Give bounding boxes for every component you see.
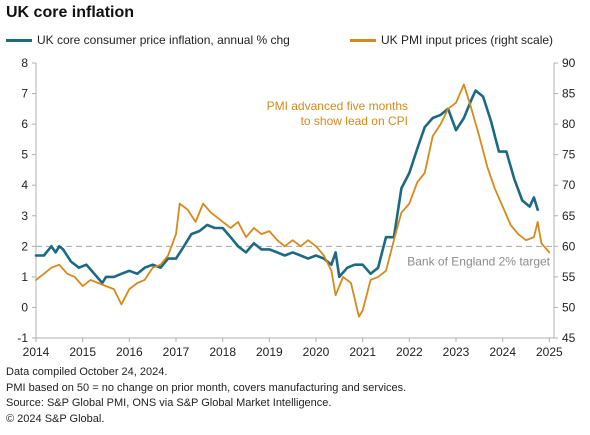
series-line-pmi xyxy=(35,83,551,318)
x-tick-label: 2020 xyxy=(303,345,330,359)
y-right-tick-label: 90 xyxy=(562,56,576,70)
series-line-core-cpi xyxy=(34,89,539,285)
y-left-tick-label: 8 xyxy=(21,56,28,70)
footer-line-copyright: © 2024 S&P Global. xyxy=(6,412,105,425)
legend-label-core-cpi: UK core consumer price inflation, annual… xyxy=(37,33,290,47)
x-tick-label: 2021 xyxy=(349,345,376,359)
x-tick-label: 2023 xyxy=(443,345,470,359)
legend-item-pmi: UK PMI input prices (right scale) xyxy=(350,33,553,47)
x-tick-label: 2015 xyxy=(69,345,96,359)
legend-swatch-core-cpi xyxy=(6,38,32,42)
legend-item-core-cpi: UK core consumer price inflation, annual… xyxy=(6,33,290,47)
footer-notes: Data compiled October 24, 2024. PMI base… xyxy=(6,365,406,427)
y-right-tick-label: 45 xyxy=(562,331,576,345)
y-left-tick-label: 6 xyxy=(21,117,28,131)
x-tick-label: 2016 xyxy=(116,345,143,359)
pmi-lead-annotation-line1: PMI advanced five months xyxy=(267,99,408,113)
y-right-tick-label: 70 xyxy=(562,178,576,192)
y-right-tick-label: 80 xyxy=(562,117,576,131)
legend-swatch-pmi xyxy=(350,38,376,42)
x-tick-label: 2024 xyxy=(489,345,516,359)
x-tick-label: 2022 xyxy=(396,345,423,359)
y-right-tick-label: 55 xyxy=(562,270,576,284)
x-tick-label: 2014 xyxy=(23,345,50,359)
y-left-tick-label: 1 xyxy=(21,270,28,284)
y-left-tick-label: 4 xyxy=(21,178,28,192)
y-left-tick-label: 5 xyxy=(21,148,28,162)
pmi-lead-annotation-line2: to show lead on CPI xyxy=(301,114,408,128)
y-right-tick-label: 65 xyxy=(562,209,576,223)
y-right-tick-label: 75 xyxy=(562,148,576,162)
y-left-tick-label: 2 xyxy=(21,239,28,253)
y-left-tick-label: 7 xyxy=(21,87,28,101)
legend-label-pmi: UK PMI input prices (right scale) xyxy=(381,33,554,47)
legend: UK core consumer price inflation, annual… xyxy=(0,33,590,49)
y-left-tick-label: 0 xyxy=(21,300,28,314)
chart-title: UK core inflation xyxy=(6,4,135,21)
y-right-tick-label: 85 xyxy=(562,87,576,101)
footer-line-compiled: Data compiled October 24, 2024. xyxy=(6,366,168,378)
footer-line-pmi-note: PMI based on 50 = no change on prior mon… xyxy=(6,381,407,394)
y-left-tick-label: -1 xyxy=(17,331,28,345)
target-line-label: Bank of England 2% target xyxy=(407,254,550,268)
y-right-tick-label: 50 xyxy=(562,300,576,314)
footer-line-source: Source: S&P Global PMI, ONS via S&P Glob… xyxy=(6,397,332,409)
y-left-tick-label: 3 xyxy=(21,209,28,223)
x-tick-label: 2025 xyxy=(536,345,563,359)
x-tick-label: 2017 xyxy=(163,345,190,359)
y-right-tick-label: 60 xyxy=(562,239,576,253)
x-tick-label: 2019 xyxy=(256,345,283,359)
x-tick-label: 2018 xyxy=(209,345,236,359)
